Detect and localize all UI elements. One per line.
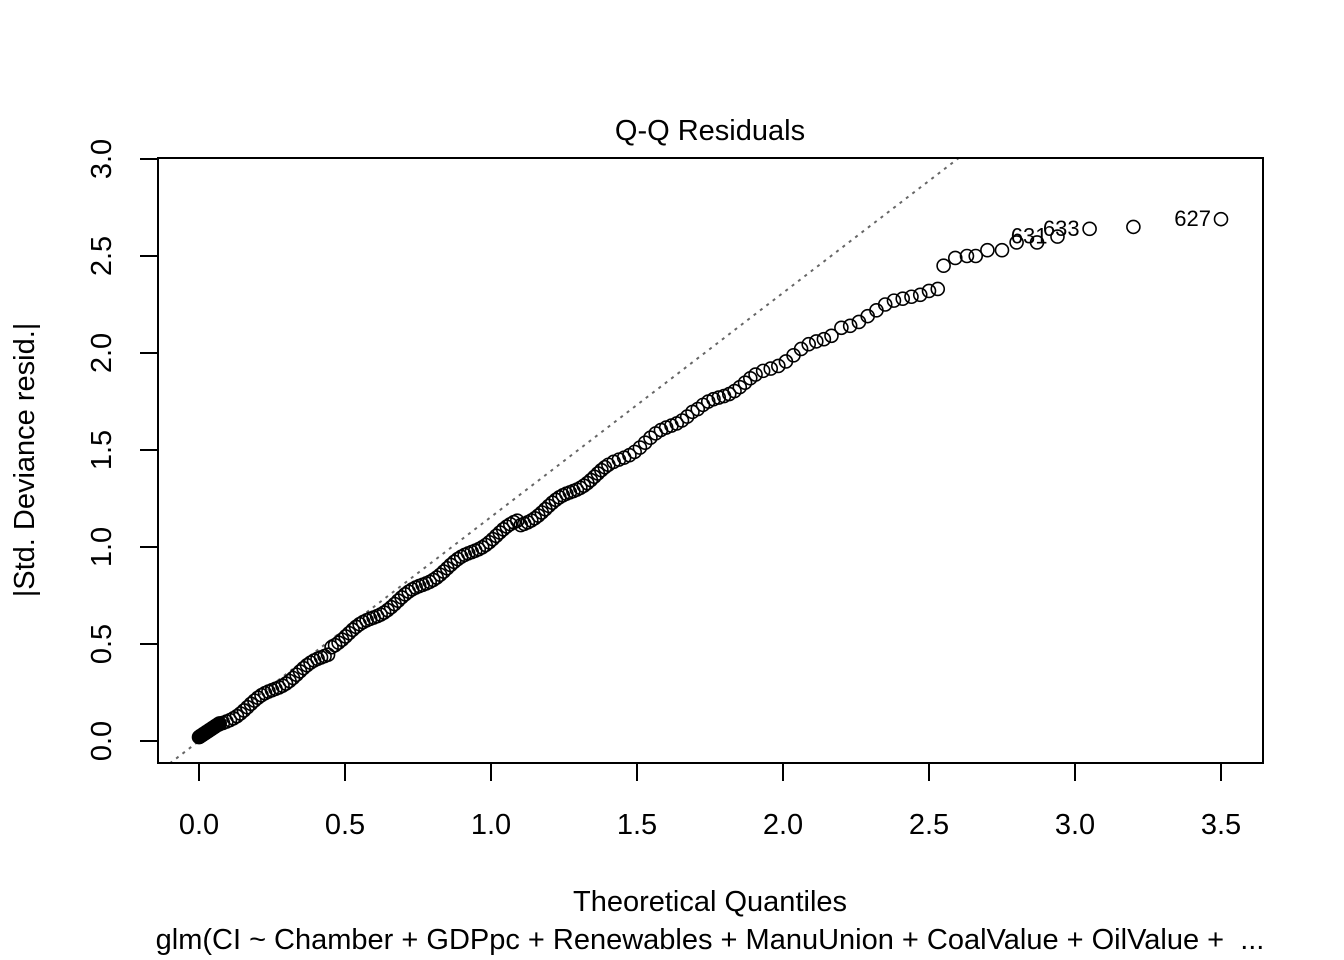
residual-point	[509, 513, 525, 528]
point-label: 633	[1043, 216, 1080, 241]
residual-point	[930, 281, 946, 297]
residual-point	[816, 331, 832, 347]
residual-point	[959, 248, 975, 264]
residual-point	[643, 430, 658, 446]
residual-point	[980, 242, 995, 258]
residual-point	[936, 258, 951, 274]
residual-point	[1126, 219, 1141, 235]
residual-point	[921, 283, 937, 299]
residual-point	[824, 328, 839, 344]
residual-point	[834, 320, 849, 336]
x-tick-label: 0.0	[179, 809, 219, 841]
y-tick-label: 1.0	[86, 527, 118, 567]
residual-point	[886, 293, 902, 308]
residual-point	[732, 379, 748, 395]
y-tick-label: 2.5	[86, 236, 118, 276]
residual-point	[904, 289, 919, 305]
x-tick-label: 1.5	[617, 809, 657, 841]
residual-point	[748, 367, 763, 382]
chart-title: Q-Q Residuals	[615, 115, 805, 147]
x-tick-label: 2.5	[909, 809, 949, 841]
model-formula-subtitle: glm(CI ~ Chamber + GDPpc + Renewables + …	[156, 924, 1265, 956]
x-tick-label: 1.0	[471, 809, 511, 841]
y-axis: 0.0 0.5 1.0 1.5 2.0 2.5 3.0	[86, 139, 159, 761]
y-tick-label: 2.0	[86, 333, 118, 373]
residual-point	[968, 248, 984, 264]
y-tick-label: 0.5	[86, 624, 118, 664]
residual-point	[627, 444, 642, 460]
x-tick-label: 3.0	[1055, 809, 1095, 841]
residual-point	[1050, 229, 1065, 244]
residual-point	[737, 375, 753, 390]
residual-point	[801, 336, 816, 352]
residual-point	[947, 250, 963, 266]
residual-point	[1082, 221, 1097, 237]
point-label: 627	[1174, 206, 1211, 231]
residual-point	[895, 291, 911, 306]
point-label: 631	[1011, 224, 1048, 249]
residual-point	[1029, 235, 1045, 250]
residual-point	[320, 647, 336, 663]
residual-point	[994, 242, 1010, 258]
residual-point	[793, 341, 809, 357]
residual-point	[755, 363, 771, 379]
y-axis-label: |Std. Deviance resid.|	[9, 323, 41, 598]
residual-point	[632, 440, 648, 455]
residual-point	[808, 334, 824, 349]
residual-point	[373, 607, 388, 622]
residual-point	[877, 297, 893, 312]
residual-point	[1009, 235, 1024, 250]
y-tick-label: 0.0	[86, 721, 118, 761]
y-tick-label: 3.0	[86, 139, 118, 179]
x-axis-label: Theoretical Quantiles	[573, 886, 847, 918]
residual-point	[912, 287, 928, 303]
residual-point	[763, 361, 779, 376]
residual-point	[637, 435, 653, 450]
x-tick-label: 2.0	[763, 809, 803, 841]
x-axis: 0.0 0.5 1.0 1.5 2.0 2.5 3.0 3.5	[179, 762, 1241, 841]
residual-point	[679, 409, 695, 424]
residual-point	[1213, 211, 1229, 227]
residual-point	[771, 358, 786, 374]
residual-point	[842, 318, 858, 334]
y-tick-label: 1.5	[86, 430, 118, 470]
x-tick-label: 0.5	[325, 809, 365, 841]
x-tick-label: 3.5	[1201, 809, 1241, 841]
